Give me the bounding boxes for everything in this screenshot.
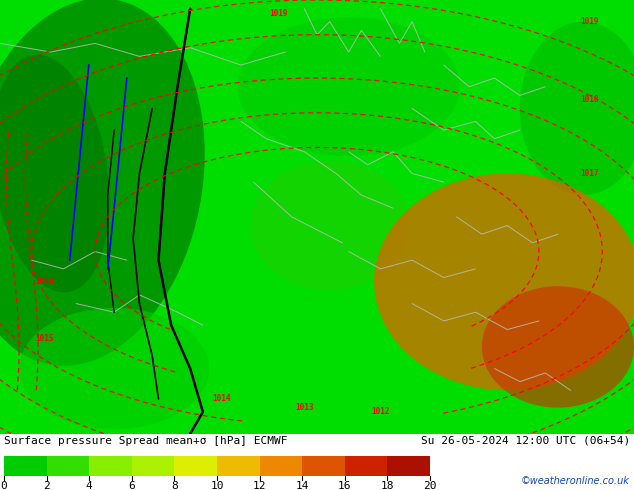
Ellipse shape (374, 173, 634, 391)
Bar (345, 456, 387, 476)
Bar (89, 456, 132, 476)
Text: 6: 6 (129, 481, 135, 490)
Ellipse shape (250, 160, 409, 291)
Text: 1014: 1014 (212, 394, 231, 403)
Text: 1013: 1013 (295, 403, 314, 412)
Text: 14: 14 (295, 481, 309, 490)
Text: 1015: 1015 (35, 334, 54, 343)
Text: 1019: 1019 (269, 8, 288, 18)
Ellipse shape (482, 286, 634, 408)
Text: 4: 4 (86, 481, 93, 490)
Bar (47, 456, 89, 476)
Bar (387, 456, 430, 476)
Ellipse shape (0, 54, 110, 293)
Bar (217, 456, 259, 476)
Text: ©weatheronline.co.uk: ©weatheronline.co.uk (521, 476, 630, 486)
Text: 1017: 1017 (580, 169, 599, 178)
Text: 10: 10 (210, 481, 224, 490)
Bar (4, 456, 47, 476)
Text: 8: 8 (171, 481, 178, 490)
Text: 16: 16 (338, 481, 351, 490)
Text: Su 26-05-2024 12:00 UTC (06+54): Su 26-05-2024 12:00 UTC (06+54) (421, 436, 630, 446)
Text: 1018: 1018 (580, 95, 599, 104)
Text: 1016: 1016 (35, 277, 54, 286)
Text: 12: 12 (253, 481, 266, 490)
Text: 0: 0 (1, 481, 8, 490)
Ellipse shape (520, 22, 634, 195)
Bar (174, 456, 217, 476)
Text: 20: 20 (424, 481, 437, 490)
Text: Surface pressure Spread mean+σ [hPa] ECMWF: Surface pressure Spread mean+σ [hPa] ECM… (4, 436, 287, 446)
Ellipse shape (238, 17, 460, 156)
Bar (259, 456, 302, 476)
Text: 1012: 1012 (371, 408, 390, 416)
Bar (132, 456, 174, 476)
Ellipse shape (0, 0, 205, 366)
Text: 18: 18 (380, 481, 394, 490)
Ellipse shape (19, 308, 209, 429)
Text: 1019: 1019 (580, 17, 599, 26)
Text: 2: 2 (43, 481, 50, 490)
Bar (302, 456, 345, 476)
